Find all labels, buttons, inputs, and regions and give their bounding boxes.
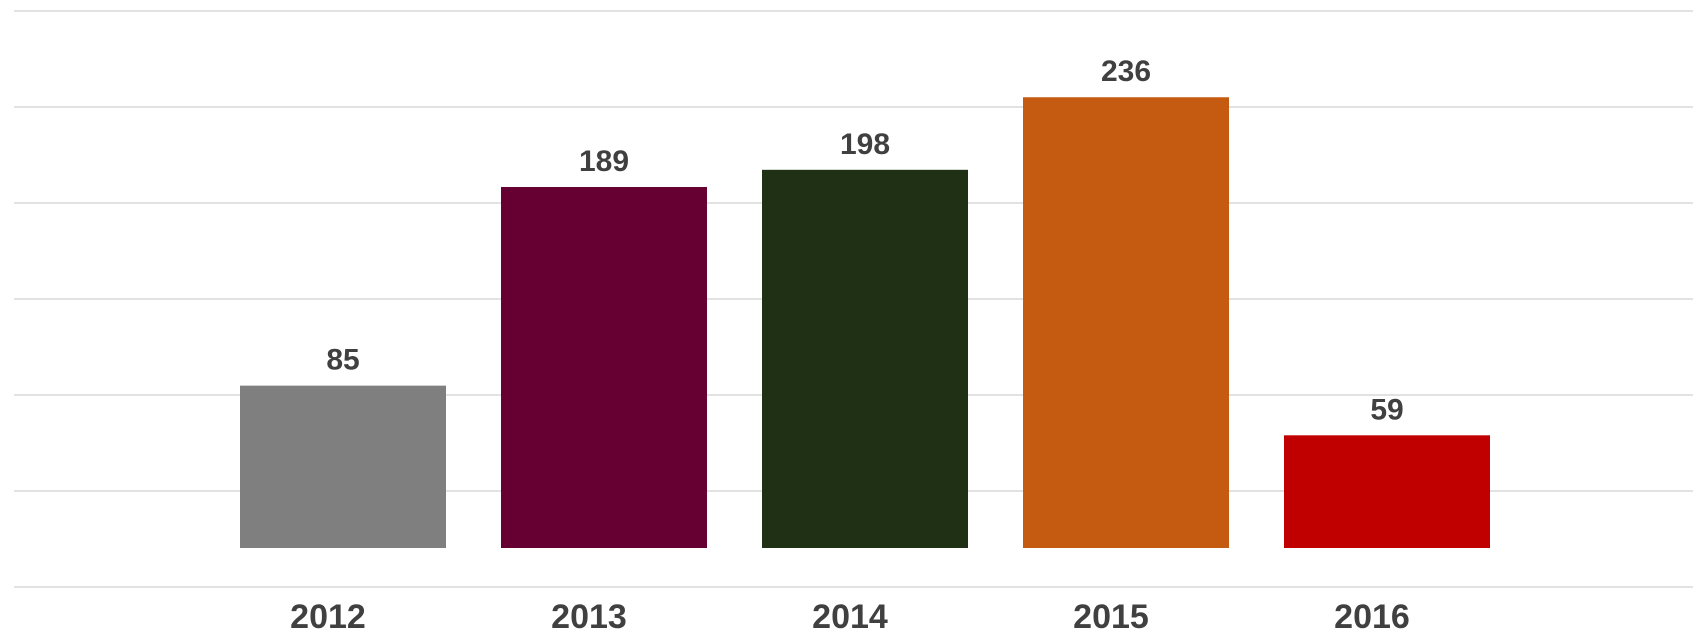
bar-2012 [240, 385, 446, 548]
category-label-2012: 2012 [290, 598, 366, 636]
category-label-2013: 2013 [551, 598, 627, 636]
category-labels: 2012 2013 2014 2015 2016 [290, 598, 1410, 636]
value-label-2012: 85 [326, 344, 359, 377]
value-label-2014: 198 [840, 128, 890, 161]
category-label-2015: 2015 [1073, 598, 1149, 636]
category-label-2016: 2016 [1334, 598, 1410, 636]
bar-2015 [1023, 97, 1229, 549]
bar-2013 [501, 187, 707, 548]
value-label-2016: 59 [1370, 393, 1403, 426]
value-labels: 85 189 198 236 59 [326, 55, 1403, 426]
value-label-2013: 189 [579, 145, 629, 178]
bar-2016 [1284, 435, 1490, 548]
value-label-2015: 236 [1101, 55, 1151, 88]
bar-2014 [762, 169, 968, 548]
bars [240, 97, 1490, 549]
category-label-2014: 2014 [812, 598, 888, 636]
